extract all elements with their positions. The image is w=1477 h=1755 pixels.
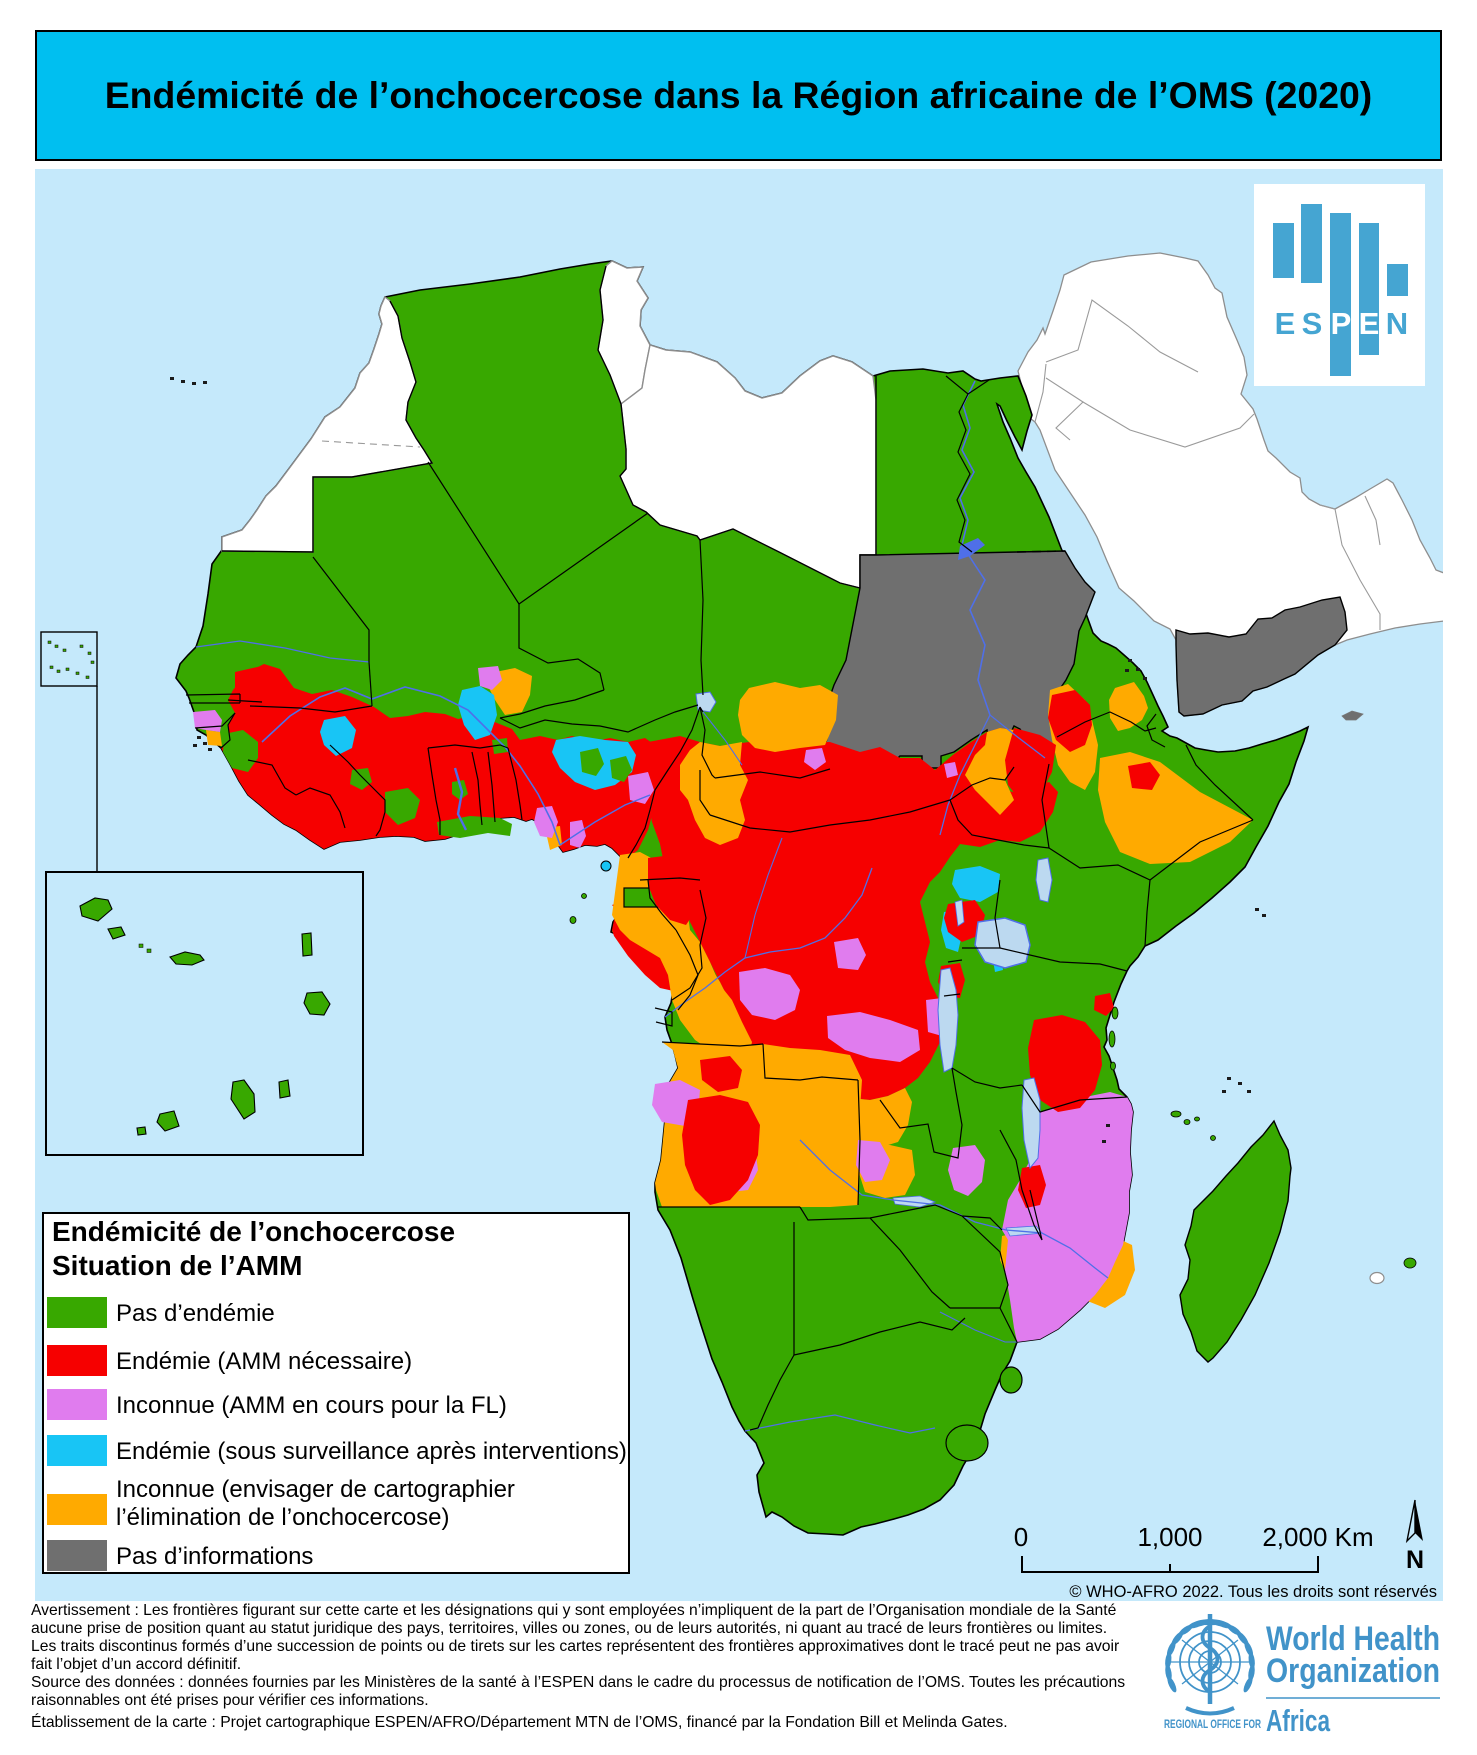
svg-text:0: 0	[1014, 1522, 1028, 1552]
svg-text:N: N	[1406, 1546, 1424, 1574]
svg-text:E: E	[1359, 306, 1380, 341]
svg-text:Africa: Africa	[1266, 1703, 1331, 1738]
svg-text:S: S	[1302, 306, 1323, 341]
svg-text:N: N	[1386, 306, 1408, 341]
svg-text:P: P	[1331, 306, 1352, 341]
svg-text:E: E	[1275, 306, 1296, 341]
svg-text:Organization: Organization	[1266, 1652, 1440, 1690]
svg-text:World Health: World Health	[1266, 1620, 1440, 1658]
svg-text:REGIONAL OFFICE FOR: REGIONAL OFFICE FOR	[1164, 1717, 1261, 1731]
svg-text:2,000 Km: 2,000 Km	[1262, 1522, 1373, 1552]
svg-text:1,000: 1,000	[1137, 1522, 1202, 1552]
svg-text:© WHO-AFRO 2022. Tous les droi: © WHO-AFRO 2022. Tous les droits sont ré…	[1069, 1583, 1437, 1601]
